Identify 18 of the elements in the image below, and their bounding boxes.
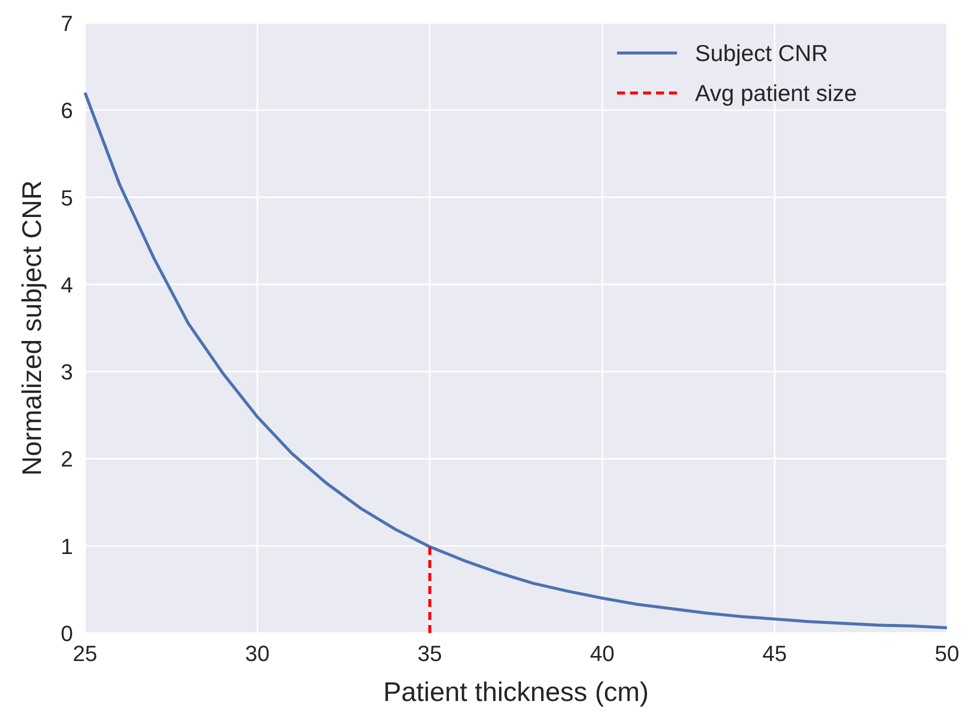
- legend-label: Avg patient size: [695, 80, 857, 106]
- x-tick-label: 45: [762, 641, 787, 666]
- y-tick-label: 5: [60, 185, 73, 210]
- y-tick-label: 6: [60, 98, 73, 124]
- x-tick-label: 30: [245, 641, 270, 666]
- x-tick-label: 40: [590, 641, 614, 666]
- y-tick-label: 3: [60, 360, 73, 385]
- legend-label: Subject CNR: [695, 40, 828, 66]
- x-axis-title: Patient thickness (cm): [383, 677, 649, 707]
- y-axis-title: Normalized subject CNR: [17, 180, 47, 476]
- x-tick-label: 25: [72, 641, 98, 666]
- x-tick-label: 50: [934, 641, 960, 666]
- y-tick-label: 7: [60, 11, 73, 36]
- y-tick-label: 0: [60, 621, 73, 646]
- x-tick-label: 35: [418, 641, 442, 666]
- y-tick-label: 1: [60, 534, 73, 559]
- y-tick-label: 4: [60, 272, 73, 298]
- y-tick-label: 2: [60, 446, 73, 472]
